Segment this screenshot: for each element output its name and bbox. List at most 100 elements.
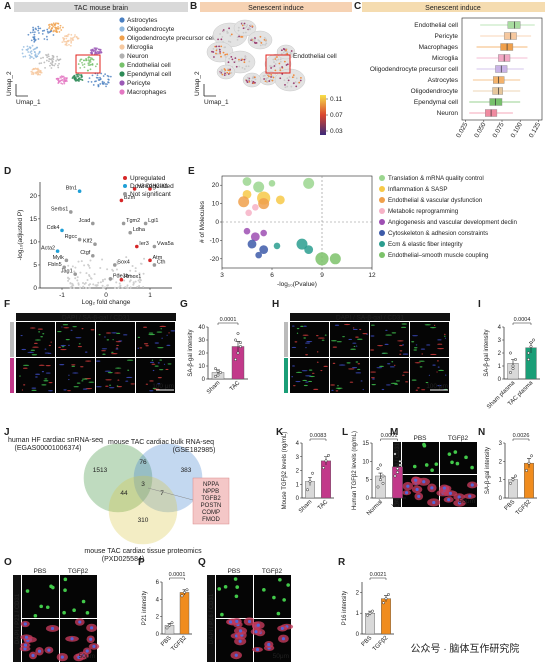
micrograph bbox=[56, 322, 95, 357]
data-point bbox=[514, 358, 517, 361]
umap-cell bbox=[71, 37, 74, 40]
set-source: (EGAS00001006374) bbox=[15, 445, 82, 452]
significance-bracket bbox=[512, 438, 530, 441]
umap-cell bbox=[96, 63, 99, 65]
bubble bbox=[260, 229, 267, 237]
legend-label: Oligodendrocyte bbox=[127, 26, 175, 33]
signal bbox=[23, 384, 26, 386]
signal bbox=[291, 346, 297, 349]
gene-point bbox=[77, 189, 82, 194]
gene-point bbox=[108, 276, 113, 281]
umap-cell bbox=[60, 82, 63, 85]
umap-cell bbox=[277, 58, 280, 61]
umap-cell bbox=[290, 85, 293, 88]
umap-cell bbox=[63, 38, 66, 41]
background-gene bbox=[73, 286, 76, 289]
category-label: PBS bbox=[160, 635, 173, 648]
umap-cell bbox=[226, 30, 229, 33]
legend-swatch bbox=[119, 44, 125, 50]
umap-cell bbox=[55, 30, 58, 33]
background-gene bbox=[89, 277, 92, 280]
nucleus bbox=[432, 500, 436, 505]
umap-cell bbox=[77, 75, 80, 78]
x-axis-label: Umap_1 bbox=[16, 99, 41, 106]
gene-label: Pde3b bbox=[113, 273, 129, 279]
data-point bbox=[234, 338, 237, 342]
umap-cell bbox=[245, 25, 248, 28]
gene-label: Mylk bbox=[53, 255, 65, 261]
umap-cell bbox=[107, 81, 109, 83]
signal bbox=[402, 353, 409, 355]
legend-swatch bbox=[119, 26, 125, 32]
umap-cell bbox=[244, 55, 247, 58]
umap-cell bbox=[219, 72, 222, 75]
umap-cell bbox=[234, 60, 237, 63]
nucleus bbox=[412, 464, 417, 469]
y-tick-label: 3 bbox=[296, 455, 300, 461]
umap-cell bbox=[54, 63, 57, 65]
data-point bbox=[371, 609, 374, 613]
gene-label: Jcad bbox=[79, 218, 91, 224]
background-gene bbox=[69, 286, 72, 289]
nucleus bbox=[62, 610, 66, 615]
category-label: Oligodendrocyte precursor cell bbox=[370, 66, 459, 73]
gene-label: Ier3 bbox=[139, 241, 148, 247]
umap-cell bbox=[45, 35, 48, 38]
signal bbox=[65, 339, 70, 341]
data-point bbox=[165, 626, 169, 630]
signal bbox=[412, 335, 419, 337]
background-gene bbox=[116, 273, 119, 276]
umap-cell bbox=[251, 40, 254, 43]
gene-name: NPPB bbox=[203, 489, 219, 495]
bubble bbox=[268, 180, 276, 187]
umap-cell bbox=[230, 55, 233, 58]
umap-cell bbox=[238, 58, 240, 61]
signal bbox=[353, 345, 356, 348]
p-value: 0.0026 bbox=[513, 433, 530, 439]
background-gene bbox=[124, 286, 127, 289]
gene-label: Tgm2 bbox=[126, 218, 140, 224]
background-gene bbox=[132, 281, 135, 284]
nucleus bbox=[442, 486, 446, 490]
x-tick-label: 6 bbox=[270, 272, 274, 279]
background-gene bbox=[86, 278, 89, 281]
umap-cell bbox=[241, 35, 244, 38]
venn-count: 383 bbox=[181, 467, 192, 474]
umap-cell bbox=[95, 80, 97, 83]
y-axis-label: # of Molecules bbox=[199, 200, 206, 243]
bubble bbox=[247, 239, 257, 249]
panel-letter: P bbox=[138, 557, 145, 568]
umap-cell bbox=[81, 61, 83, 64]
background-gene bbox=[101, 280, 104, 283]
umap-cell bbox=[253, 41, 256, 44]
signal bbox=[362, 333, 368, 335]
signal bbox=[81, 328, 84, 330]
umap-cell bbox=[243, 24, 246, 27]
umap-cell bbox=[99, 83, 102, 85]
y-tick-label: 6 bbox=[156, 580, 160, 586]
data-point bbox=[396, 470, 399, 474]
micrograph bbox=[60, 575, 97, 618]
umap-cell bbox=[211, 50, 213, 53]
signal bbox=[381, 352, 388, 354]
venn-count: 7 bbox=[160, 490, 164, 497]
background-gene bbox=[69, 281, 72, 284]
data-point bbox=[393, 452, 397, 456]
umap-cell bbox=[248, 80, 251, 83]
umap-cell bbox=[97, 52, 100, 55]
background-gene bbox=[87, 283, 90, 286]
legend-label: Cytoskeleton & adhesion constraints bbox=[388, 230, 488, 237]
nucleus bbox=[92, 644, 96, 649]
signal bbox=[44, 348, 47, 350]
venn-count: 76 bbox=[139, 459, 147, 466]
umap-cell bbox=[237, 26, 240, 29]
gene-label: Btn1 bbox=[66, 186, 77, 192]
data-point bbox=[306, 488, 309, 492]
legend-label: Not significant bbox=[130, 191, 171, 198]
data-point bbox=[368, 611, 372, 615]
signal bbox=[332, 362, 336, 364]
umap-cell bbox=[62, 75, 65, 78]
umap-cell bbox=[283, 79, 286, 82]
signal bbox=[116, 344, 119, 347]
gene-point bbox=[77, 237, 82, 242]
